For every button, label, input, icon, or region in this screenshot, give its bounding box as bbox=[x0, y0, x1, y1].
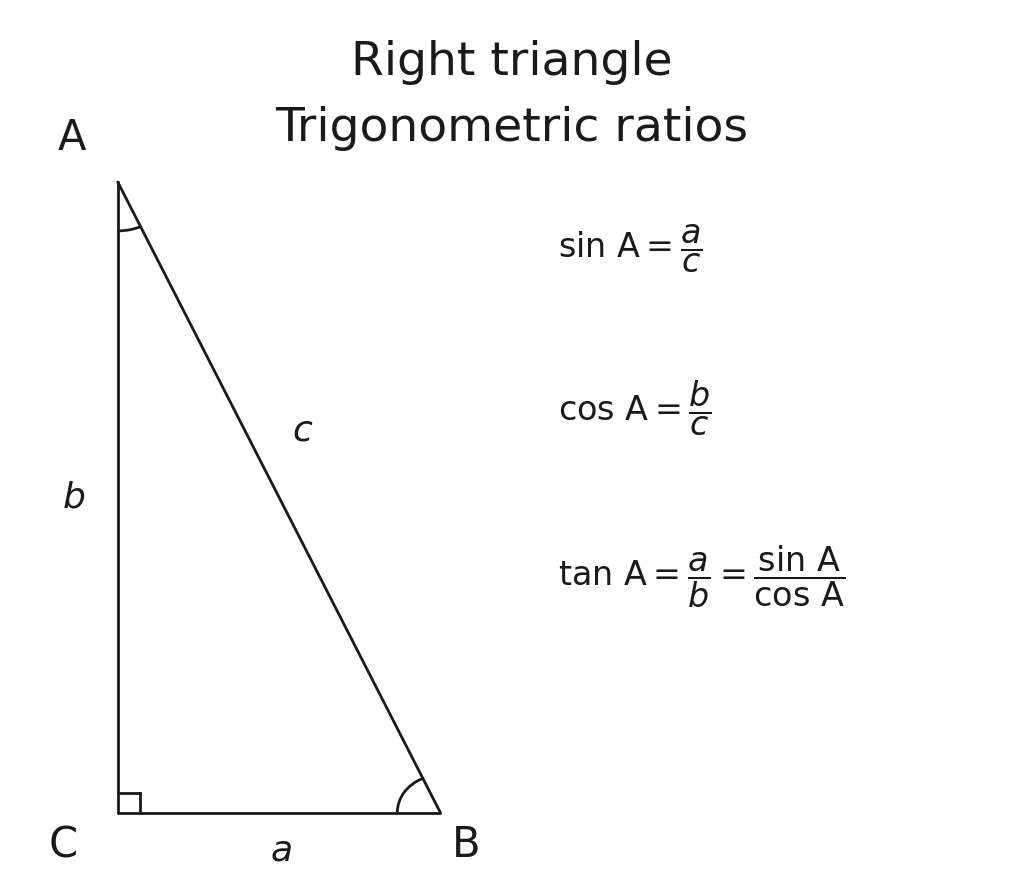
Text: $\mathregular{cos\ A} = \dfrac{b}{c}$: $\mathregular{cos\ A} = \dfrac{b}{c}$ bbox=[558, 379, 712, 438]
Text: b: b bbox=[62, 480, 85, 514]
Text: $\mathregular{tan\ A} = \dfrac{a}{b} = \dfrac{\mathregular{sin\ A}}{\mathregular: $\mathregular{tan\ A} = \dfrac{a}{b} = \… bbox=[558, 544, 846, 610]
Text: B: B bbox=[452, 824, 480, 867]
Text: Trigonometric ratios: Trigonometric ratios bbox=[275, 107, 749, 151]
Text: c: c bbox=[292, 414, 312, 448]
Text: Right triangle: Right triangle bbox=[351, 40, 673, 84]
Text: A: A bbox=[57, 116, 86, 159]
Text: a: a bbox=[270, 834, 293, 868]
Text: C: C bbox=[49, 824, 78, 867]
Text: $\mathregular{sin\ A} = \dfrac{a}{c}$: $\mathregular{sin\ A} = \dfrac{a}{c}$ bbox=[558, 222, 703, 275]
